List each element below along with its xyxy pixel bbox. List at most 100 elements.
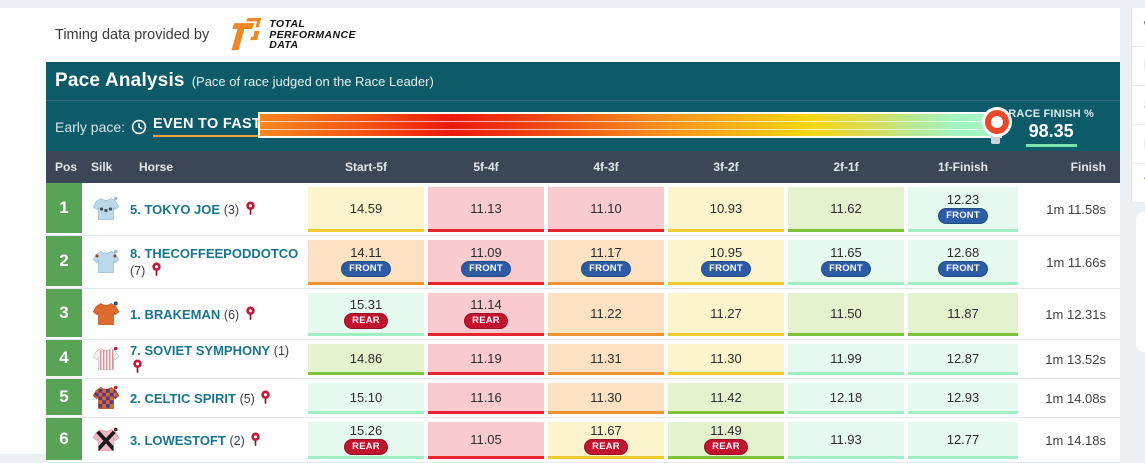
- col-finish: Finish: [1070, 160, 1106, 174]
- split-cell: 11.27: [666, 289, 786, 339]
- split-time: 12.93: [946, 389, 980, 405]
- split-time: 11.93: [830, 431, 862, 447]
- position-cell: 3: [46, 289, 82, 339]
- early-pace-label: Early pace:: [55, 118, 126, 135]
- table-row: 3 1. BRAKEMAN (6) 15.31 REAR 11.14 REAR 11…: [46, 289, 1120, 340]
- split-cell: 11.17 FRONT: [546, 236, 666, 288]
- early-pace-strip: Early pace: EVEN TO FAST RACE FINISH % 9…: [46, 100, 1120, 151]
- horse-cell: 1. BRAKEMAN (6): [130, 289, 306, 339]
- gradient-divider: [260, 129, 1000, 130]
- split-cell: 10.93: [666, 183, 786, 235]
- map-pin-icon[interactable]: [260, 390, 271, 405]
- race-finish-block: RACE FINISH % 98.35: [1008, 108, 1094, 147]
- tpd-logo-text: TOTAL PERFORMANCE DATA: [269, 19, 356, 51]
- side-panel-item[interactable]: W: [1132, 8, 1145, 47]
- draw-number: (2): [229, 433, 245, 448]
- split-cell: 15.10: [306, 379, 426, 417]
- split-time: 14.86: [349, 350, 383, 366]
- position-badge: REAR: [704, 439, 748, 455]
- position-badge: REAR: [344, 313, 388, 329]
- map-pin-icon[interactable]: [245, 201, 256, 216]
- split-cell: 11.31: [546, 340, 666, 378]
- horse-cell: 3. LOWESTOFT (2): [130, 418, 306, 462]
- split-time: 11.67: [590, 423, 622, 438]
- position-badge: FRONT: [701, 261, 751, 277]
- split-cell: 12.18: [786, 379, 906, 417]
- split-time: 11.62: [830, 200, 862, 216]
- split-cell: 11.22: [546, 289, 666, 339]
- finish-time: 1m 11.58s: [1046, 201, 1106, 217]
- draw-number: (7): [130, 263, 146, 278]
- split-time: 11.22: [590, 305, 622, 321]
- split-time: 11.17: [590, 245, 622, 260]
- horse-link[interactable]: 8. THECOFFEEPODDOTCO: [130, 245, 299, 261]
- position-badge: FRONT: [938, 208, 988, 224]
- finish-time: 1m 14.08s: [1045, 390, 1106, 406]
- split-time: 11.19: [470, 350, 502, 366]
- side-panel-item[interactable]: S: [1132, 86, 1145, 125]
- split-time: 12.77: [946, 431, 980, 447]
- pace-slider-handle[interactable]: [985, 110, 1009, 134]
- position-badge: FRONT: [341, 261, 391, 277]
- split-cell: 12.77: [906, 418, 1020, 462]
- split-cell: 12.93: [906, 379, 1020, 417]
- split-time: 12.87: [946, 350, 980, 366]
- split-time: 15.31: [349, 297, 383, 312]
- slider-stem: [991, 126, 1000, 144]
- horse-link[interactable]: 2. CELTIC SPIRIT: [130, 390, 236, 406]
- split-time: 11.65: [830, 245, 862, 260]
- split-time: 14.11: [350, 245, 382, 260]
- side-panel-item[interactable]: T: [1132, 164, 1145, 203]
- split-cell: 11.93: [786, 418, 906, 462]
- col-start-5f: Start-5f: [344, 160, 387, 174]
- split-time: 12.68: [946, 245, 980, 260]
- tpd-logo: TOTAL PERFORMANCE DATA: [229, 16, 356, 54]
- split-cell: 10.95 FRONT: [666, 236, 786, 288]
- split-time: 11.30: [710, 350, 742, 366]
- split-cell: 11.30: [666, 340, 786, 378]
- split-cell: 15.26 REAR: [306, 418, 426, 462]
- col-2f-1f: 2f-1f: [833, 160, 859, 174]
- draw-number: (5): [239, 391, 255, 406]
- silk-icon: [92, 301, 120, 325]
- horse-link[interactable]: 1. BRAKEMAN: [130, 306, 221, 322]
- silk-cell: [82, 289, 130, 339]
- split-cell: 11.19: [426, 340, 546, 378]
- side-panel-lower: [1136, 212, 1145, 352]
- table-row: 1 5. TOKYO JOE (3) 14.59 11.13 11.10 10.…: [46, 183, 1120, 236]
- pace-gradient-bar: [258, 110, 1009, 144]
- finish-time: 1m 11.66s: [1046, 254, 1106, 270]
- timing-note: Timing data provided by: [55, 27, 210, 43]
- split-time: 11.16: [470, 389, 502, 405]
- position-badge: FRONT: [581, 261, 631, 277]
- split-time: 11.31: [590, 350, 622, 366]
- split-cell: 14.11 FRONT: [306, 236, 426, 288]
- split-cell: 11.14 REAR: [426, 289, 546, 339]
- horse-link[interactable]: 5. TOKYO JOE: [130, 201, 221, 217]
- position-cell: 1: [46, 183, 82, 235]
- col-3f-2f: 3f-2f: [713, 160, 739, 174]
- split-cell: 11.10: [546, 183, 666, 235]
- side-panel-item[interactable]: B: [1132, 125, 1145, 164]
- col-horse: Horse: [139, 160, 174, 174]
- horse-link[interactable]: 7. SOVIET SYMPHONY: [130, 342, 271, 358]
- split-time: 14.59: [349, 200, 383, 216]
- silk-cell: [82, 418, 130, 462]
- clock-icon: [131, 119, 147, 134]
- side-panel-item[interactable]: P: [1132, 47, 1145, 86]
- map-pin-icon[interactable]: [250, 432, 261, 447]
- split-time: 10.93: [709, 200, 743, 216]
- map-pin-icon[interactable]: [245, 306, 256, 321]
- table-row: 6 3. LOWESTOFT (2) 15.26 REAR 11.05 11.67…: [46, 418, 1120, 463]
- horse-link[interactable]: 3. LOWESTOFT: [130, 432, 226, 448]
- split-cell: 11.13: [426, 183, 546, 235]
- split-time: 11.50: [830, 305, 862, 321]
- draw-number: (6): [223, 307, 240, 322]
- map-pin-icon[interactable]: [151, 262, 162, 277]
- map-pin-icon[interactable]: [132, 359, 143, 374]
- finish-time: 1m 13.52s: [1045, 351, 1106, 367]
- split-time: 11.14: [470, 297, 502, 312]
- section-subtitle: (Pace of race judged on the Race Leader): [191, 73, 434, 89]
- horse-cell: 8. THECOFFEEPODDOTCO (7): [130, 236, 306, 288]
- split-cell: 12.87: [906, 340, 1020, 378]
